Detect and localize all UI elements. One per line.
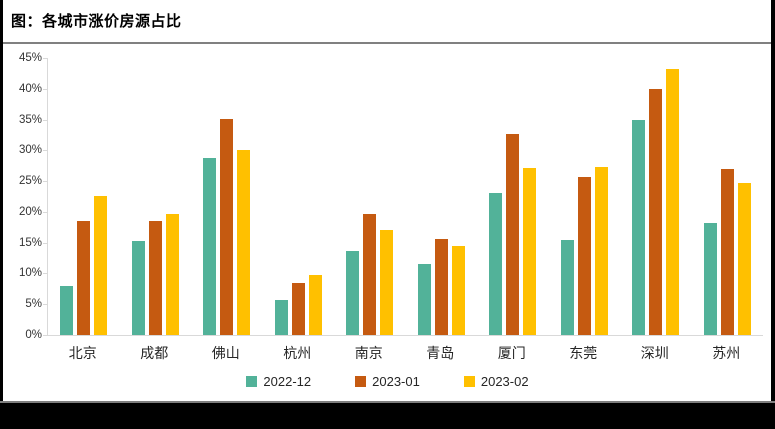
x-axis-label: 南京	[354, 345, 383, 361]
y-tick-label: 30%	[18, 144, 42, 157]
y-tick-mark	[43, 58, 47, 59]
bar-2022-12	[703, 223, 717, 335]
x-axis-label: 厦门	[497, 345, 526, 361]
bar-2023-01	[77, 221, 91, 335]
y-tick-mark	[43, 181, 47, 182]
title-divider	[3, 42, 771, 44]
bar-2023-02	[165, 214, 179, 335]
x-axis-label: 佛山	[211, 345, 240, 361]
bar-2023-02	[308, 275, 322, 335]
legend-item: 2023-01	[355, 374, 420, 389]
bar-group	[334, 58, 406, 335]
x-axis-label: 成都	[140, 345, 169, 361]
y-tick-mark	[43, 212, 47, 213]
legend-item: 2022-12	[246, 374, 311, 389]
x-axis-labels: 北京 成都 佛山 杭州 南京 青岛 厦门 东莞 深圳 苏州	[47, 343, 762, 363]
y-tick-label: 40%	[18, 82, 42, 95]
y-tick-label: 20%	[18, 205, 42, 218]
bar-group	[48, 58, 120, 335]
bar-group	[477, 58, 549, 335]
y-tick-label: 10%	[18, 267, 42, 280]
x-axis-label: 苏州	[712, 345, 741, 361]
bar-2022-12	[489, 193, 503, 335]
bar-2022-12	[346, 251, 360, 335]
legend-swatch-icon	[355, 376, 367, 387]
y-tick-mark	[43, 150, 47, 151]
legend-label: 2023-02	[480, 374, 529, 389]
x-axis-label: 青岛	[426, 345, 455, 361]
y-tick-mark	[43, 273, 47, 274]
bar-2022-12	[60, 285, 74, 335]
bar-2023-01	[363, 213, 377, 335]
bar-2022-12	[203, 158, 217, 335]
bar-2023-01	[434, 239, 448, 335]
bar-2022-12	[274, 299, 288, 335]
legend-swatch-icon	[463, 376, 475, 387]
y-tick-label: 5%	[25, 298, 42, 311]
bar-2023-02	[594, 167, 608, 335]
legend-item: 2023-02	[463, 374, 529, 389]
page-bottom-border	[0, 403, 775, 429]
bar-group	[120, 58, 192, 335]
y-tick-mark	[43, 335, 47, 336]
bar-group	[692, 58, 764, 335]
bar-2023-01	[720, 169, 734, 335]
y-tick-mark	[43, 243, 47, 244]
bar-2023-02	[523, 167, 537, 335]
bar-2022-12	[417, 263, 431, 335]
bar-group	[263, 58, 335, 335]
x-axis-label: 东莞	[569, 345, 598, 361]
y-tick-label: 25%	[18, 175, 42, 188]
bar-2023-02	[666, 69, 680, 335]
y-tick-label: 45%	[18, 52, 42, 64]
y-tick-mark	[43, 120, 47, 121]
bar-2023-02	[237, 150, 251, 335]
bar-2022-12	[560, 239, 574, 335]
x-axis-label: 杭州	[283, 345, 312, 361]
bar-group	[620, 58, 692, 335]
x-axis-label: 北京	[68, 345, 97, 361]
legend-label: 2023-01	[372, 374, 420, 389]
chart-title: 图：各城市涨价房源占比	[11, 13, 182, 30]
bar-2023-01	[148, 221, 162, 335]
bar-2023-01	[291, 283, 305, 335]
legend-swatch-icon	[246, 376, 258, 387]
x-axis-label: 深圳	[640, 345, 669, 361]
bar-2022-12	[632, 119, 646, 335]
legend: 2022-12 2023-01 2023-02	[0, 374, 775, 389]
legend-label: 2022-12	[263, 374, 312, 389]
y-tick-mark	[43, 304, 47, 305]
plot-area	[47, 58, 763, 336]
bar-2023-01	[220, 118, 234, 335]
bar-2023-02	[380, 229, 394, 335]
bar-2022-12	[131, 241, 145, 335]
bar-group	[406, 58, 478, 335]
y-tick-label: 0%	[25, 329, 42, 341]
bar-2023-01	[649, 88, 663, 335]
y-tick-label: 35%	[18, 113, 42, 126]
y-tick-label: 15%	[18, 236, 42, 249]
bar-2023-02	[94, 195, 108, 335]
page-left-border	[0, 0, 3, 429]
footer-divider	[0, 401, 775, 403]
bar-2023-01	[577, 176, 591, 335]
y-tick-mark	[43, 89, 47, 90]
bar-group	[549, 58, 621, 335]
bar-2023-02	[451, 246, 465, 335]
bar-2023-01	[506, 133, 520, 335]
page-right-border	[771, 0, 775, 429]
bar-group	[191, 58, 263, 335]
bar-2023-02	[737, 183, 751, 335]
